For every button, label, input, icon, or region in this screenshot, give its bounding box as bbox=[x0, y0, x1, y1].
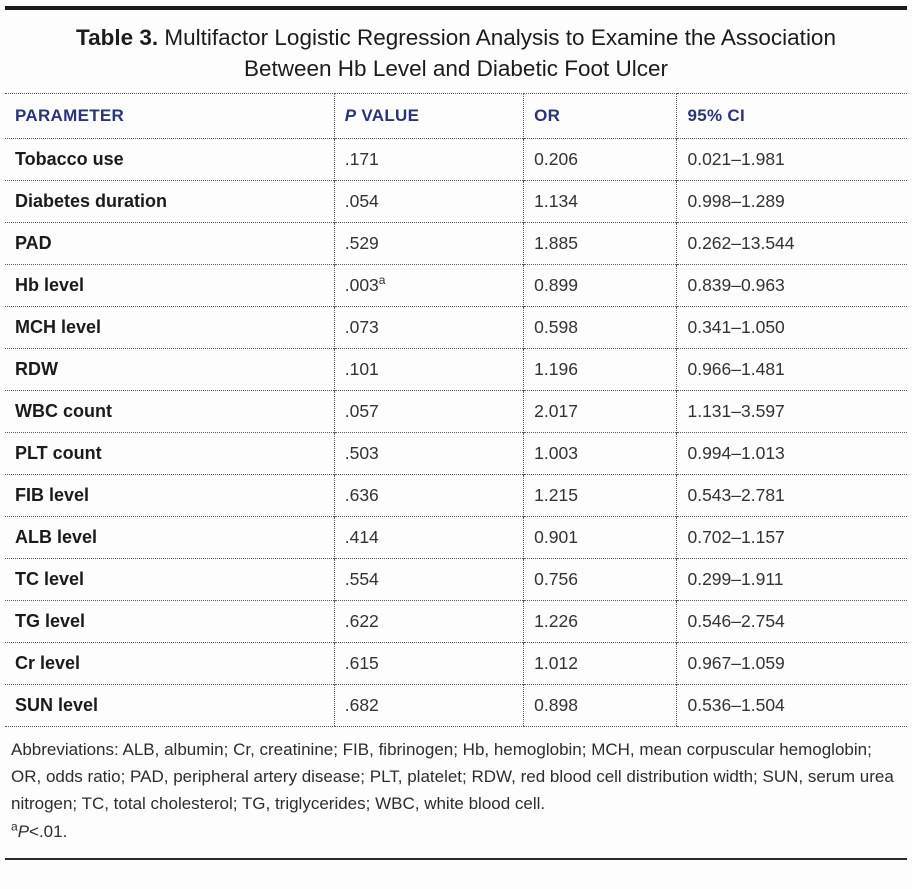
param-cell: Cr level bbox=[5, 642, 335, 685]
or-cell: 1.134 bbox=[523, 180, 677, 223]
or-cell: 1.885 bbox=[523, 222, 677, 265]
p-rest: VALUE bbox=[356, 106, 420, 125]
or-cell: 0.901 bbox=[523, 516, 677, 559]
or-cell: 1.003 bbox=[523, 432, 677, 475]
p-value-cell: .171 bbox=[333, 138, 524, 181]
ci-cell: 0.299–1.911 bbox=[676, 558, 907, 601]
ci-cell: 0.262–13.544 bbox=[676, 222, 907, 265]
col-header-ci: 95% CI bbox=[676, 93, 907, 139]
significance-p: P bbox=[17, 822, 30, 841]
col-header-or: OR bbox=[523, 93, 677, 139]
ci-cell: 0.839–0.963 bbox=[676, 264, 907, 307]
ci-cell: 0.967–1.059 bbox=[676, 642, 907, 685]
table-caption: Multifactor Logistic Regression Analysis… bbox=[158, 25, 836, 81]
col-header-p-value: P VALUE bbox=[333, 93, 524, 139]
table-row: RDW .101 1.196 0.966–1.481 bbox=[5, 348, 907, 391]
or-cell: 0.899 bbox=[523, 264, 677, 307]
table-row: Cr level .615 1.012 0.967–1.059 bbox=[5, 642, 907, 685]
or-cell: 0.898 bbox=[523, 684, 677, 727]
param-cell: RDW bbox=[5, 348, 335, 391]
p-value-cell: .615 bbox=[333, 642, 524, 685]
p-value-cell: .414 bbox=[333, 516, 524, 559]
ci-cell: 0.702–1.157 bbox=[676, 516, 907, 559]
ci-cell: 0.021–1.981 bbox=[676, 138, 907, 181]
param-cell: WBC count bbox=[5, 390, 335, 433]
or-cell: 2.017 bbox=[523, 390, 677, 433]
param-cell: PAD bbox=[5, 222, 335, 265]
p-value-cell: .554 bbox=[333, 558, 524, 601]
param-cell: TG level bbox=[5, 600, 335, 643]
or-cell: 1.196 bbox=[523, 348, 677, 391]
ci-cell: 0.998–1.289 bbox=[676, 180, 907, 223]
table-row: Tobacco use .171 0.206 0.021–1.981 bbox=[5, 138, 907, 181]
or-cell: 1.215 bbox=[523, 474, 677, 517]
ci-cell: 0.536–1.504 bbox=[676, 684, 907, 727]
table-row: FIB level .636 1.215 0.543–2.781 bbox=[5, 474, 907, 517]
ci-cell: 0.966–1.481 bbox=[676, 348, 907, 391]
param-cell: MCH level bbox=[5, 306, 335, 349]
ci-cell: 0.543–2.781 bbox=[676, 474, 907, 517]
p-value-cell: .503 bbox=[333, 432, 524, 475]
table-number: Table 3. bbox=[76, 25, 159, 50]
significance-note: aP<.01. bbox=[11, 818, 901, 845]
table-row: TG level .622 1.226 0.546–2.754 bbox=[5, 600, 907, 643]
or-cell: 1.226 bbox=[523, 600, 677, 643]
p-value-cell: .636 bbox=[333, 474, 524, 517]
ci-cell: 0.341–1.050 bbox=[676, 306, 907, 349]
or-cell: 1.012 bbox=[523, 642, 677, 685]
p-value-cell: .073 bbox=[333, 306, 524, 349]
footnote-marker: a bbox=[378, 273, 386, 288]
table-row: SUN level .682 0.898 0.536–1.504 bbox=[5, 684, 907, 727]
param-cell: SUN level bbox=[5, 684, 335, 727]
p-value-cell: .003a bbox=[333, 264, 524, 307]
p-value-cell: .101 bbox=[333, 348, 524, 391]
p-value-cell: .622 bbox=[333, 600, 524, 643]
significance-threshold: <.01. bbox=[29, 822, 68, 841]
p-italic: P bbox=[344, 106, 357, 125]
table-row: PLT count .503 1.003 0.994–1.013 bbox=[5, 432, 907, 475]
table-row: PAD .529 1.885 0.262–13.544 bbox=[5, 222, 907, 265]
table-row: TC level .554 0.756 0.299–1.911 bbox=[5, 558, 907, 601]
or-cell: 0.756 bbox=[523, 558, 677, 601]
param-cell: FIB level bbox=[5, 474, 335, 517]
bottom-rule bbox=[5, 858, 907, 860]
header-row: PARAMETER P VALUE OR 95% CI bbox=[5, 93, 907, 139]
top-rule bbox=[5, 6, 907, 10]
col-header-parameter: PARAMETER bbox=[5, 93, 335, 139]
or-cell: 0.598 bbox=[523, 306, 677, 349]
footnotes: Abbreviations: ALB, albumin; Cr, creatin… bbox=[5, 727, 907, 856]
param-cell: PLT count bbox=[5, 432, 335, 475]
param-cell: ALB level bbox=[5, 516, 335, 559]
table-row: MCH level .073 0.598 0.341–1.050 bbox=[5, 306, 907, 349]
p-value-cell: .529 bbox=[333, 222, 524, 265]
table-figure: Table 3. Multifactor Logistic Regression… bbox=[0, 6, 912, 889]
ci-cell: 0.994–1.013 bbox=[676, 432, 907, 475]
param-cell: TC level bbox=[5, 558, 335, 601]
param-cell: Hb level bbox=[5, 264, 335, 307]
table-row: ALB level .414 0.901 0.702–1.157 bbox=[5, 516, 907, 559]
table-row: Diabetes duration .054 1.134 0.998–1.289 bbox=[5, 180, 907, 223]
p-value-cell: .682 bbox=[333, 684, 524, 727]
p-value-cell: .054 bbox=[333, 180, 524, 223]
param-cell: Tobacco use bbox=[5, 138, 335, 181]
or-cell: 0.206 bbox=[523, 138, 677, 181]
param-cell: Diabetes duration bbox=[5, 180, 335, 223]
ci-cell: 1.131–3.597 bbox=[676, 390, 907, 433]
table-row: WBC count .057 2.017 1.131–3.597 bbox=[5, 390, 907, 433]
p-value-cell: .057 bbox=[333, 390, 524, 433]
significance-marker: a bbox=[11, 819, 18, 834]
table-title: Table 3. Multifactor Logistic Regression… bbox=[5, 10, 907, 93]
ci-cell: 0.546–2.754 bbox=[676, 600, 907, 643]
abbreviations-note: Abbreviations: ALB, albumin; Cr, creatin… bbox=[11, 740, 894, 813]
regression-table: PARAMETER P VALUE OR 95% CI Tobacco use … bbox=[5, 93, 907, 727]
table-row: Hb level .003a 0.899 0.839–0.963 bbox=[5, 264, 907, 307]
